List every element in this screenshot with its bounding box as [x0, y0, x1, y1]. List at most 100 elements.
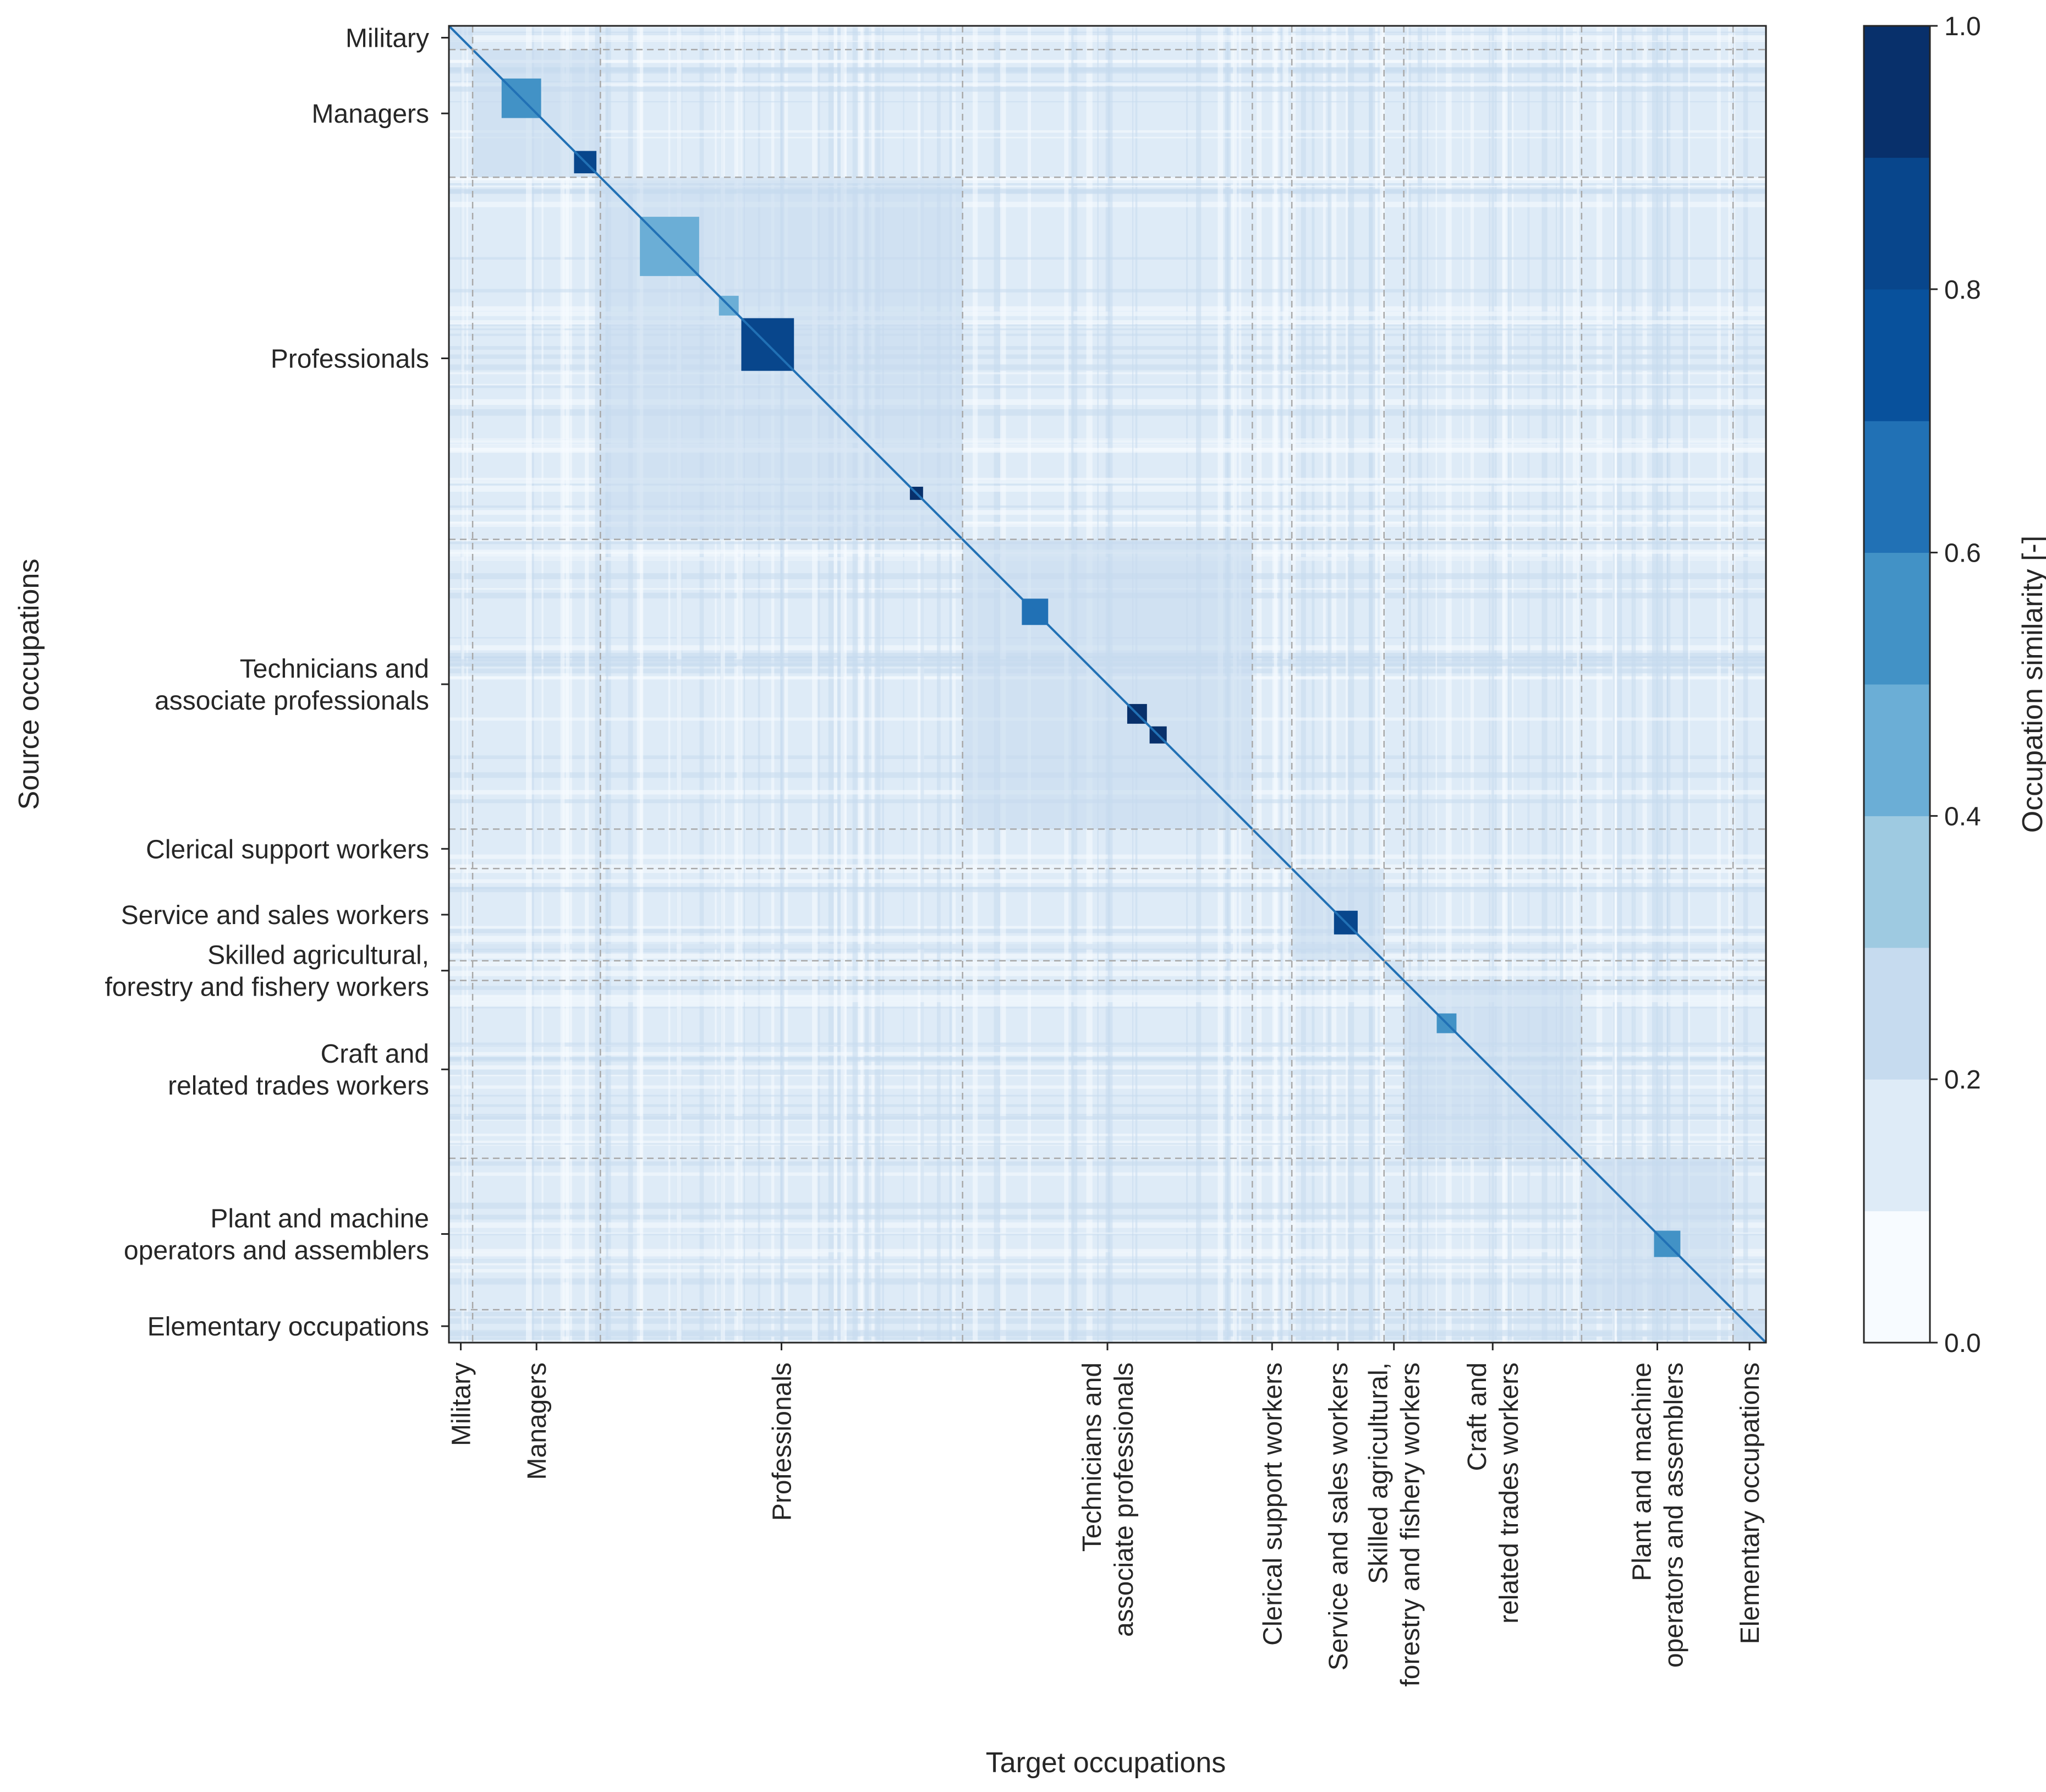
- texture-row: [449, 887, 1766, 889]
- texture-row: [449, 399, 1766, 405]
- texture-column: [1563, 26, 1566, 1343]
- texture-column: [1507, 26, 1512, 1343]
- texture-column: [1380, 26, 1385, 1343]
- texture-column: [882, 26, 884, 1343]
- texture-row: [449, 443, 1766, 449]
- texture-column: [637, 26, 643, 1343]
- colorbar-band: [1864, 684, 1930, 816]
- y-tick-label: Military: [345, 24, 429, 53]
- texture-row: [449, 185, 1766, 188]
- texture-row: [449, 996, 1766, 1003]
- texture-column: [852, 26, 858, 1343]
- texture-column: [871, 26, 876, 1343]
- colorbar-band: [1864, 289, 1930, 421]
- y-tick-label: Craft and related trades workers: [168, 1040, 429, 1101]
- texture-column: [566, 26, 570, 1343]
- texture-row: [449, 311, 1766, 316]
- texture-column: [1577, 26, 1579, 1343]
- y-tick-label: Managers: [312, 100, 429, 129]
- texture-row: [449, 1002, 1766, 1007]
- colorbar-tick-label: 1.0: [1944, 12, 1981, 41]
- texture-column: [1652, 26, 1658, 1343]
- texture-column: [1301, 26, 1306, 1343]
- texture-row: [449, 41, 1766, 42]
- texture-column: [562, 26, 569, 1343]
- texture-row: [449, 1312, 1766, 1316]
- texture-column: [720, 26, 725, 1343]
- texture-row: [449, 1133, 1766, 1136]
- y-tick-label: Plant and machine operators and assembler…: [124, 1204, 429, 1265]
- texture-row: [449, 986, 1766, 990]
- texture-column: [1445, 26, 1452, 1343]
- texture-column: [595, 26, 601, 1343]
- texture-column: [1274, 26, 1277, 1343]
- texture-column: [780, 26, 785, 1343]
- x-tick-label: Technicians and associate professionals: [1078, 1362, 1139, 1637]
- texture-row: [449, 136, 1766, 139]
- texture-row: [449, 320, 1766, 324]
- colorbar-band: [1864, 1079, 1930, 1212]
- colorbar-tick-label: 0.8: [1944, 276, 1981, 305]
- texture-row: [449, 1116, 1766, 1120]
- texture-column: [874, 26, 881, 1343]
- colorbar-band: [1864, 552, 1930, 685]
- texture-row: [449, 60, 1766, 63]
- texture-column: [1682, 26, 1688, 1343]
- y-axis-label: Source occupations: [13, 559, 45, 810]
- texture-column: [1494, 26, 1497, 1343]
- texture-row: [449, 1143, 1766, 1145]
- texture-column: [771, 26, 775, 1343]
- texture-row: [449, 409, 1766, 416]
- texture-column: [903, 26, 904, 1343]
- y-tick-label: Elementary occupations: [147, 1312, 429, 1342]
- texture-column: [585, 26, 589, 1343]
- texture-row: [449, 328, 1766, 331]
- texture-column: [639, 26, 644, 1343]
- texture-column: [1462, 26, 1464, 1343]
- matrix-diagonal: [449, 26, 1766, 1343]
- texture-row: [449, 86, 1766, 92]
- texture-column: [541, 26, 544, 1343]
- texture-row: [449, 177, 1766, 184]
- texture-column: [1369, 26, 1375, 1343]
- texture-column: [699, 26, 704, 1343]
- texture-column: [1427, 26, 1428, 1343]
- x-axis-label: Target occupations: [986, 1747, 1226, 1779]
- texture-row: [449, 1202, 1766, 1209]
- texture-row: [449, 188, 1766, 194]
- texture-row: [449, 448, 1766, 453]
- texture-row: [449, 953, 1766, 959]
- texture-column: [461, 26, 464, 1343]
- texture-column: [865, 26, 869, 1343]
- texture-row: [449, 438, 1766, 443]
- texture-column: [1407, 26, 1409, 1343]
- texture-column: [1470, 26, 1474, 1343]
- texture-column: [837, 26, 844, 1343]
- texture-column: [1572, 26, 1577, 1343]
- texture-row: [449, 364, 1766, 371]
- texture-column: [1491, 26, 1494, 1343]
- texture-column: [949, 26, 952, 1343]
- texture-row: [449, 1318, 1766, 1324]
- texture-row: [449, 1069, 1766, 1075]
- texture-column: [736, 26, 743, 1343]
- texture-column: [1743, 26, 1748, 1343]
- texture-row: [449, 101, 1766, 103]
- texture-row: [449, 372, 1766, 375]
- x-tick-label: Elementary occupations: [1736, 1362, 1765, 1644]
- texture-column: [828, 26, 834, 1343]
- texture-column: [1666, 26, 1669, 1343]
- texture-row: [449, 289, 1766, 293]
- texture-row: [449, 383, 1766, 386]
- texture-column: [1688, 26, 1690, 1343]
- texture-column: [668, 26, 671, 1343]
- texture-column: [1542, 26, 1548, 1343]
- texture-column: [1489, 26, 1491, 1343]
- texture-row: [449, 505, 1766, 508]
- texture-column: [1348, 26, 1354, 1343]
- texture-column: [1312, 26, 1315, 1343]
- texture-row: [449, 970, 1766, 976]
- texture-column: [1280, 26, 1285, 1343]
- texture-column: [816, 26, 820, 1343]
- texture-column: [606, 26, 608, 1343]
